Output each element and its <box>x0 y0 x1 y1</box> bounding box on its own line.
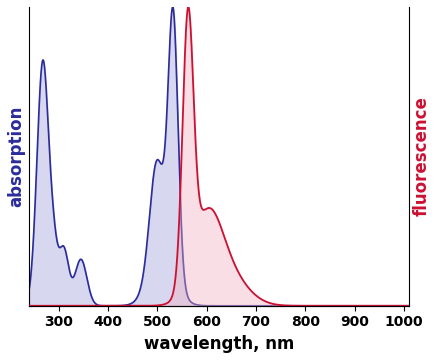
Y-axis label: fluorescence: fluorescence <box>413 96 431 216</box>
X-axis label: wavelength, nm: wavelength, nm <box>144 335 294 353</box>
Y-axis label: absorption: absorption <box>7 106 25 207</box>
